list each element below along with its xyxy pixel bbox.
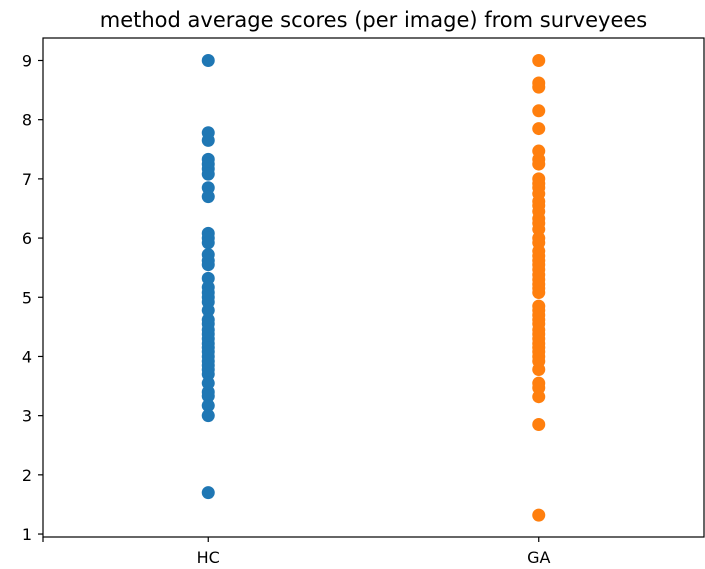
data-point-hc [201,389,215,403]
y-tick-label: 1 [22,525,32,544]
y-tick-label: 9 [22,51,32,70]
y-tick-label: 3 [22,407,32,426]
data-point-ga [532,122,546,136]
data-point-ga [532,286,546,300]
y-tick-label: 2 [22,466,32,485]
data-point-ga [532,157,546,171]
axes [42,37,705,538]
x-tick-label: HC [197,548,220,567]
data-point-ga [532,104,546,118]
data-point-ga [532,53,546,67]
x-tick-label: GA [527,548,550,567]
data-point-hc [201,53,215,67]
y-tick-label: 8 [22,111,32,130]
y-axis-ticks: 1 2 3 4 5 6 7 8 9 [22,51,43,544]
data-point-ga [532,362,546,376]
data-points [201,53,546,522]
data-point-hc [201,258,215,272]
data-point-hc [201,167,215,181]
data-point-hc [201,133,215,147]
y-tick-label: 6 [22,229,32,248]
data-point-hc [201,190,215,204]
chart-title: method average scores (per image) from s… [100,8,647,32]
data-point-ga [532,418,546,432]
y-tick-label: 7 [22,170,32,189]
data-point-hc [201,236,215,250]
y-tick-label: 5 [22,288,32,307]
data-point-ga [532,390,546,404]
data-point-hc [201,399,215,413]
plot-frame [42,37,705,538]
data-point-hc [201,409,215,423]
data-point-hc [201,303,215,317]
data-point-ga [532,508,546,522]
data-point-hc [201,486,215,500]
x-axis-ticks: HC GA [42,537,550,567]
data-point-ga [532,80,546,94]
y-tick-label: 4 [22,347,32,366]
